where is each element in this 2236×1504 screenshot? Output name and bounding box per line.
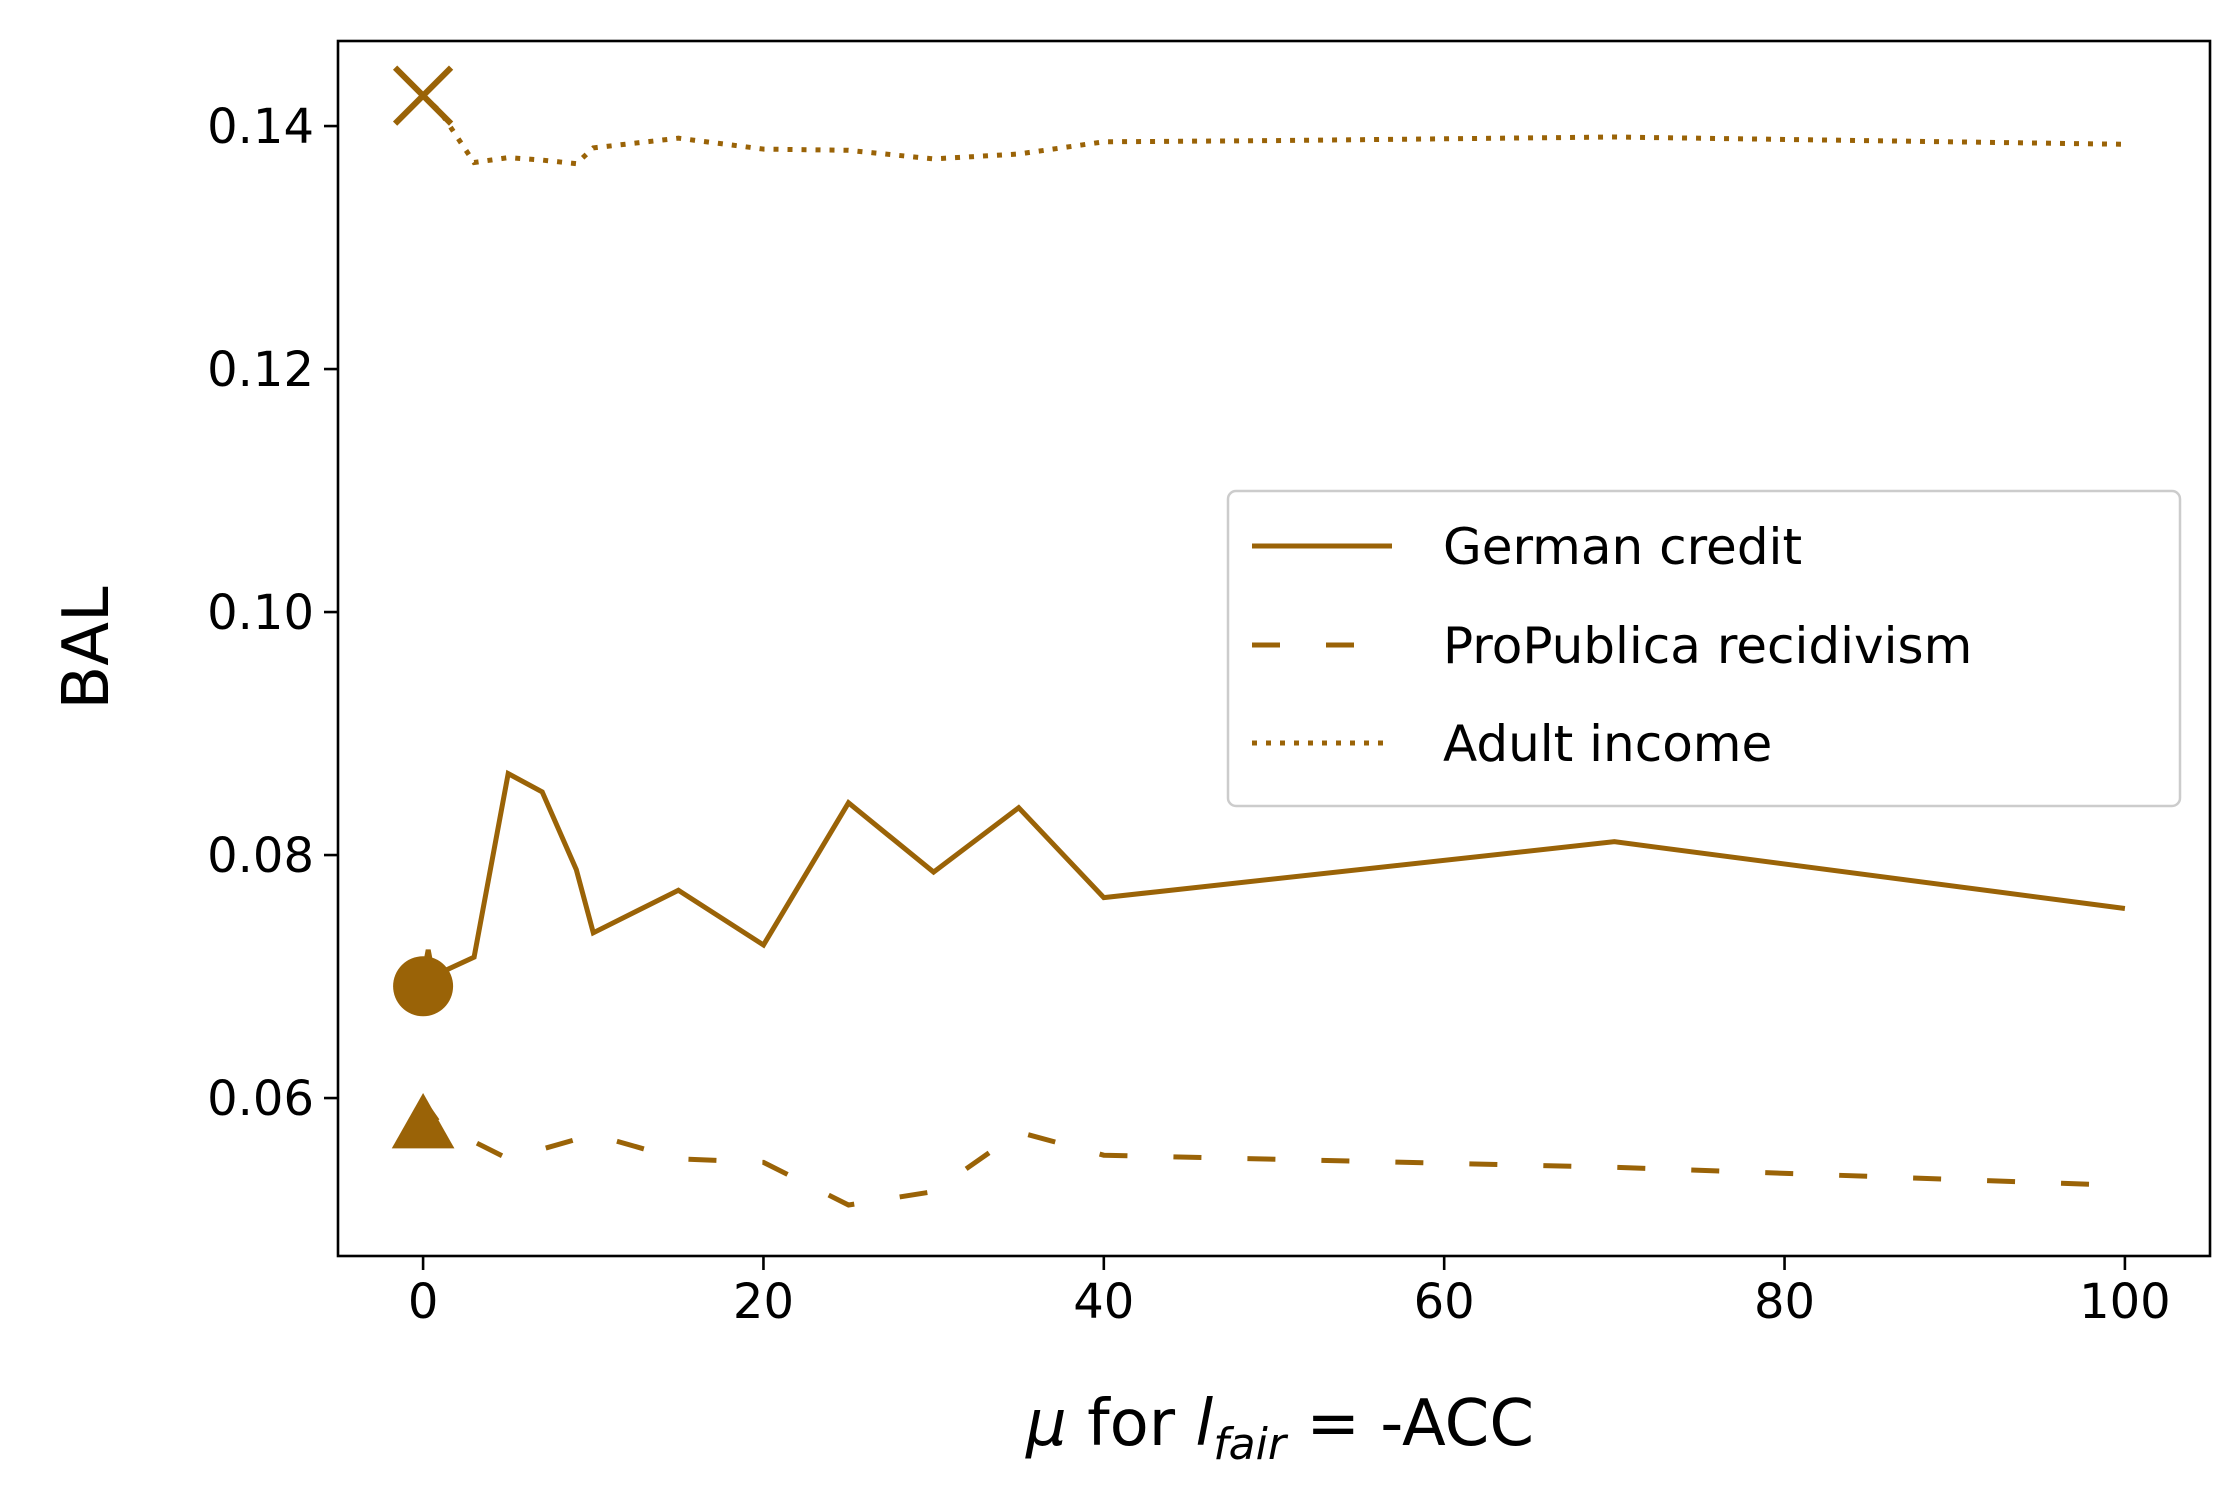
y-axis-label: BAL — [50, 586, 124, 710]
y-tick-label: 0.14 — [207, 99, 314, 155]
x-axis-ticks: 0 20 40 60 80 100 — [408, 1256, 2171, 1330]
marker-layer — [391, 65, 455, 1149]
legend-label-propublica-recidivism: ProPublica recidivism — [1443, 617, 1972, 675]
series-line-propublica-recidivism — [420, 1107, 2125, 1208]
marker-x-adult-income — [392, 65, 454, 126]
x-axis-label: μ for lfair = -ACC — [1025, 1387, 1534, 1470]
x-axis-label-mu: μ — [1025, 1387, 1067, 1461]
y-tick-label: 0.12 — [207, 342, 314, 398]
marker-triangle-propublica-recidivism — [391, 1092, 455, 1149]
x-tick-label: 0 — [408, 1274, 439, 1330]
series-line-adult-income — [421, 93, 2125, 167]
x-axis-label-l: l — [1195, 1387, 1213, 1461]
x-axis-label-subscript: fair — [1213, 1419, 1289, 1470]
y-tick-label: 0.10 — [207, 585, 314, 641]
x-axis-label-rest: = -ACC — [1286, 1387, 1534, 1461]
x-axis-label-text: for — [1067, 1387, 1196, 1461]
y-axis-ticks: 0.06 0.08 0.10 0.12 0.14 — [207, 99, 338, 1127]
x-tick-label: 100 — [2079, 1274, 2171, 1330]
x-tick-label: 20 — [733, 1274, 794, 1330]
legend-label-german-credit: German credit — [1443, 518, 1802, 576]
legend-label-adult-income: Adult income — [1443, 715, 1772, 773]
x-tick-label: 40 — [1073, 1274, 1134, 1330]
x-tick-label: 60 — [1414, 1274, 1475, 1330]
x-tick-label: 80 — [1754, 1274, 1815, 1330]
y-tick-label: 0.08 — [207, 828, 314, 884]
legend: German credit ProPublica recidivism Adul… — [1226, 489, 2182, 808]
marker-circle-german-credit — [393, 956, 454, 1017]
plot-frame — [336, 39, 2212, 1258]
legend-box — [1226, 489, 2182, 808]
y-tick-label: 0.06 — [207, 1071, 314, 1127]
